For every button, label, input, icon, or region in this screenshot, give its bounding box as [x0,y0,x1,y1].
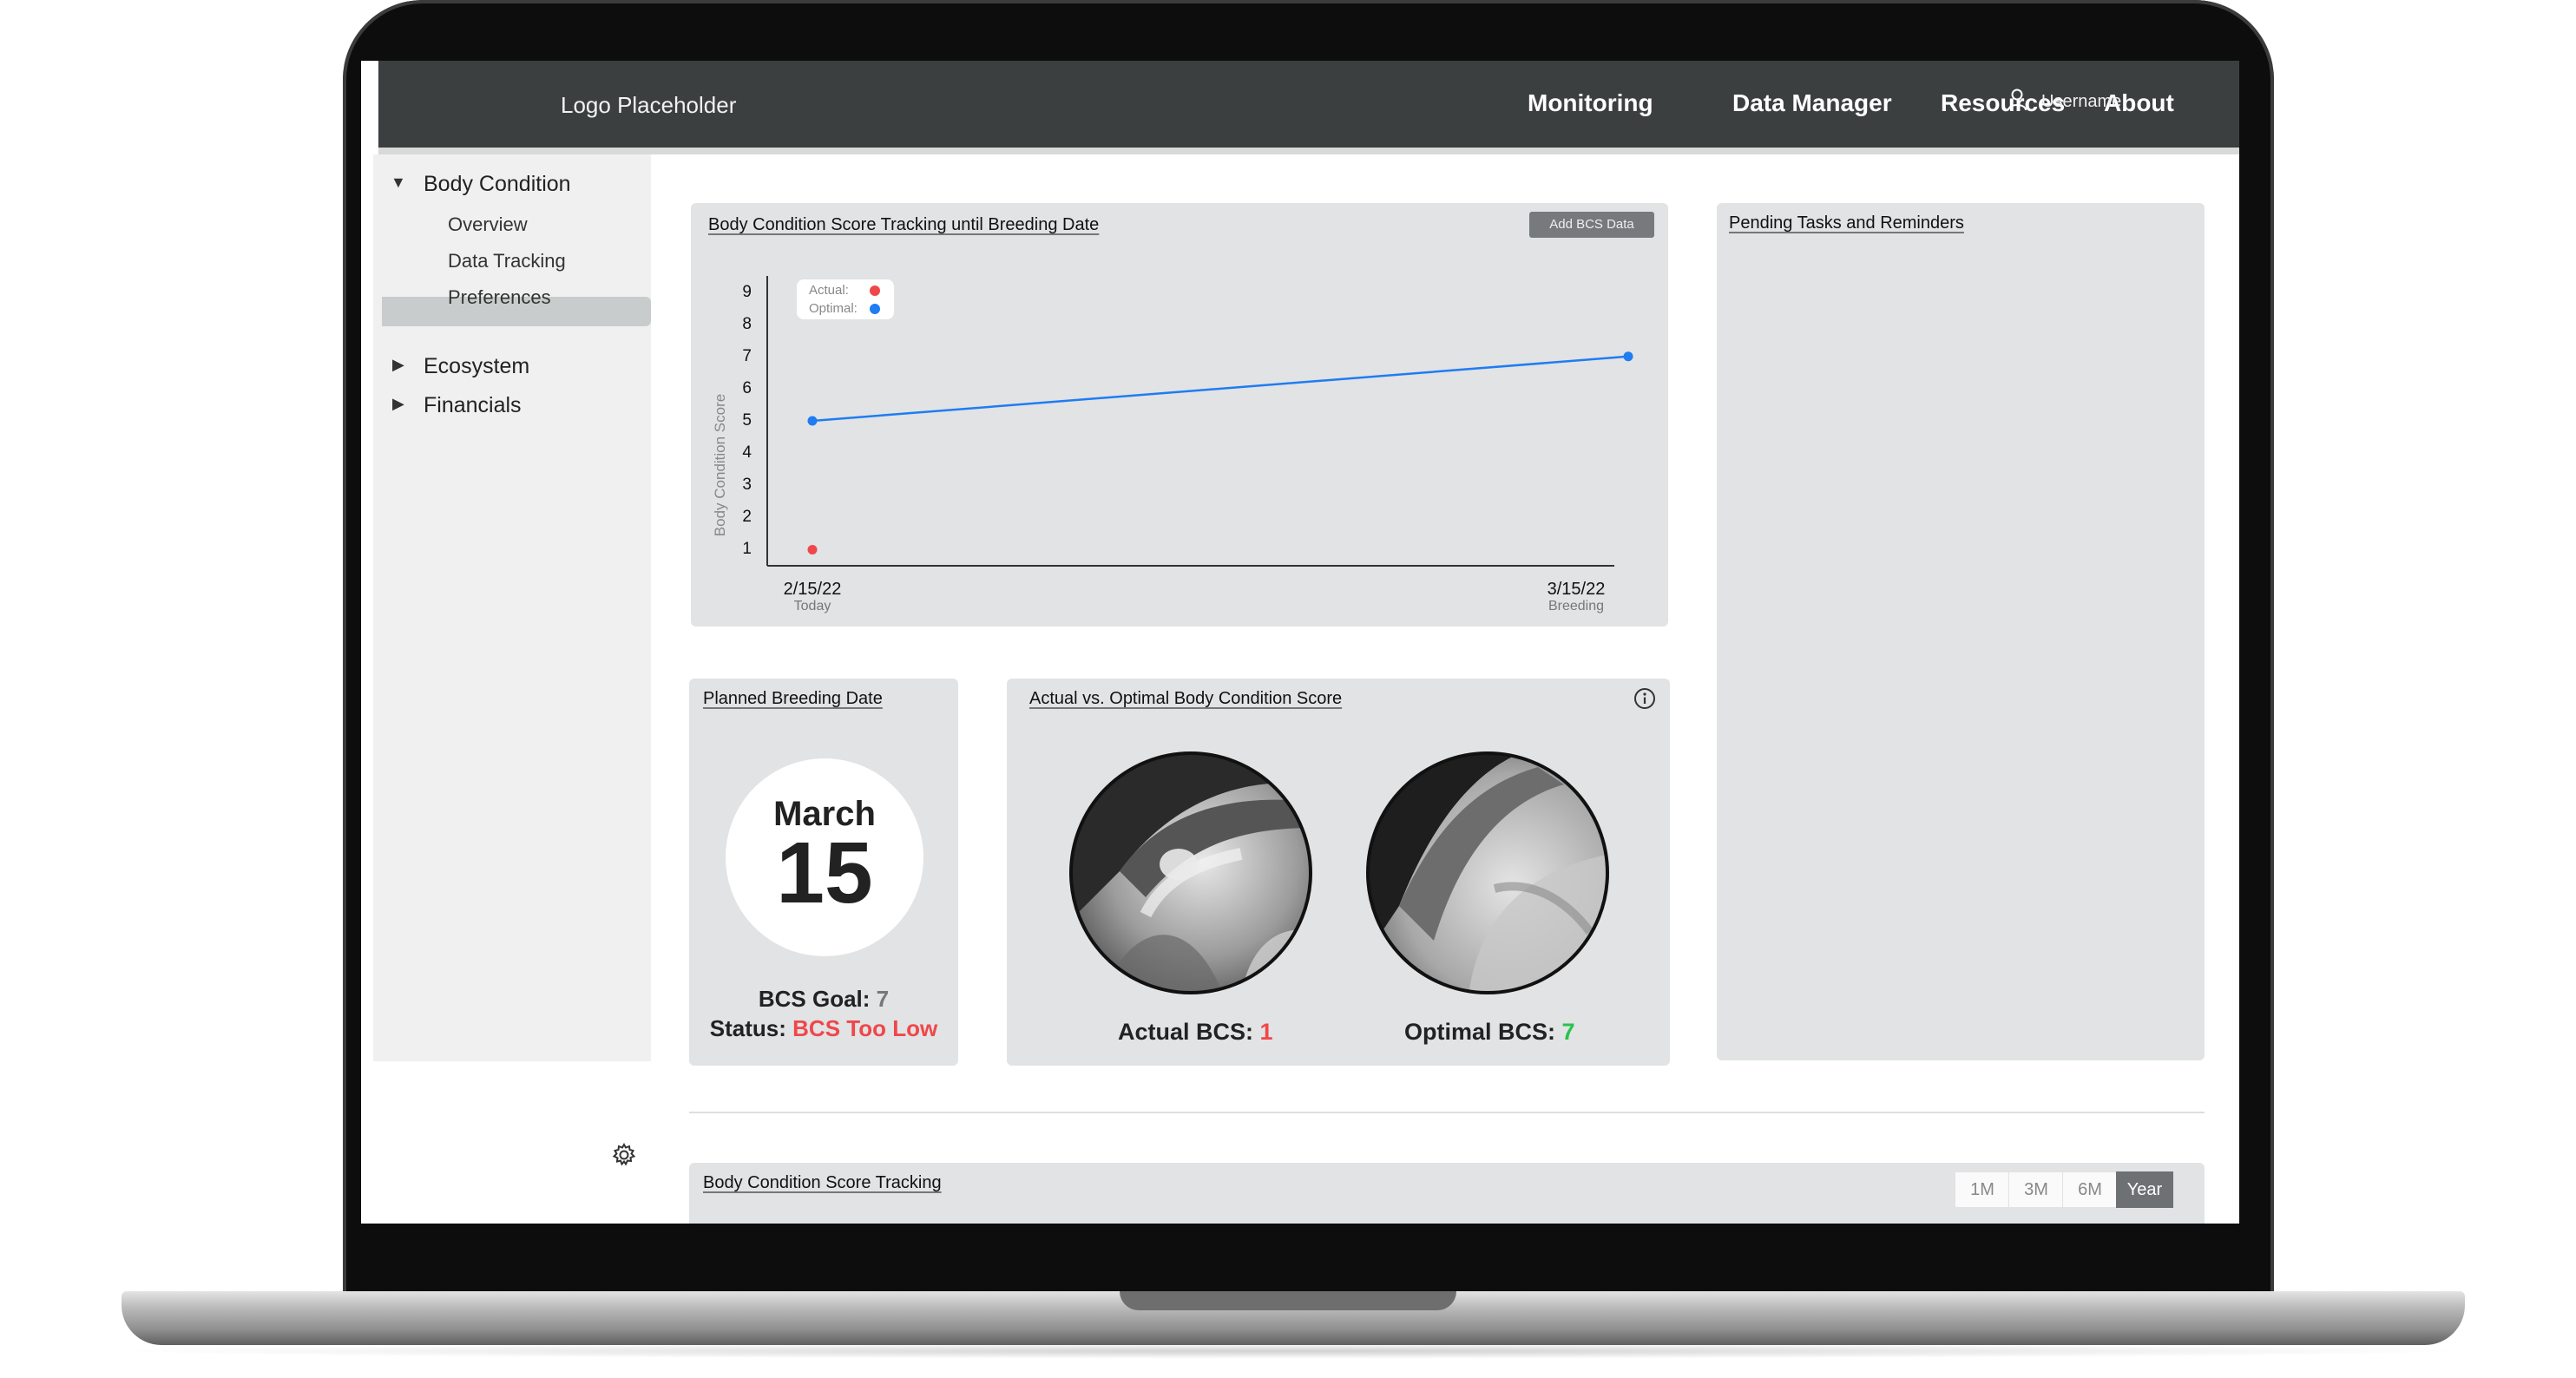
optimal-bcs-label: Optimal BCS: [1404,1019,1556,1045]
bcs-tracking-card: Body Condition Score Tracking until Bree… [691,203,1668,627]
section-divider [689,1112,2205,1113]
card-title: Actual vs. Optimal Body Condition Score [1029,689,1343,708]
y-tick-label: 2 [742,508,752,527]
breeding-day: 15 [776,824,873,922]
legend-optimal-label: Optimal: [809,301,858,316]
username-label[interactable]: Username [2041,92,2122,111]
nav-monitoring[interactable]: Monitoring [1528,89,1653,116]
nav-about[interactable]: About [2104,89,2174,116]
y-tick-label: 7 [742,346,752,365]
sidebar: ▼ Body Condition Overview Data Tracking … [373,154,651,1166]
optimal-bcs-caption: Optimal BCS: 7 [1404,1019,1575,1046]
x-tick-label-breeding: 3/15/22 [1547,580,1606,599]
sidebar-item-data-tracking[interactable]: Data Tracking [448,250,566,272]
legend-actual-label: Actual: [809,283,849,298]
data-point[interactable] [1623,351,1633,362]
user-icon[interactable] [2007,89,2027,111]
card-title: Pending Tasks and Reminders [1729,213,1964,233]
sidebar-active-highlight [382,297,651,326]
chart-plot-area [766,276,1633,567]
y-tick-label: 8 [742,314,752,333]
range-year-button[interactable]: Year [2116,1171,2173,1208]
bcs-goal-value: 7 [876,986,890,1012]
caret-down-icon[interactable]: ▼ [391,174,406,191]
add-bcs-data-button[interactable]: Add BCS Data [1529,212,1654,238]
card-title: Planned Breeding Date [703,689,883,708]
status-label: Status: [709,1015,786,1041]
actual-bcs-caption: Actual BCS: 1 [1118,1019,1273,1046]
laptop-notch [1120,1291,1456,1310]
nav-resources[interactable]: Resources [1941,89,2066,116]
sidebar-section-ecosystem[interactable]: Ecosystem [424,354,530,378]
y-tick-label: 5 [742,411,752,430]
optimal-bcs-value: 7 [1561,1019,1575,1045]
gear-icon[interactable] [611,1142,637,1168]
laptop-shadow [104,1343,2482,1359]
actual-vs-optimal-card: Actual vs. Optimal Body Condition Score [1007,679,1670,1066]
caret-right-icon[interactable]: ▶ [392,395,404,412]
legend-optimal-swatch [870,304,880,314]
pending-tasks-card: Pending Tasks and Reminders [1717,203,2205,1060]
bcs-status-line: Status: BCS Too Low [689,1015,958,1042]
y-tick-label: 1 [742,540,752,559]
card-title: Body Condition Score Tracking [703,1173,942,1192]
app-screen: Logo Placeholder Monitoring Data Manager… [361,61,2239,1224]
sidebar-item-preferences[interactable]: Preferences [448,286,551,308]
bcs-goal-label: BCS Goal: [758,986,871,1012]
range-6m-button[interactable]: 6M [2062,1171,2118,1208]
bcs-history-card: Body Condition Score Tracking [689,1163,2205,1224]
y-tick-label: 3 [742,476,752,495]
y-tick-label: 9 [742,282,752,301]
breeding-month: March [773,795,876,833]
y-tick-label: 6 [742,378,752,397]
top-navbar: Logo Placeholder Monitoring Data Manager… [378,61,2239,154]
actual-bcs-value: 1 [1259,1019,1273,1045]
actual-bcs-label: Actual BCS: [1118,1019,1254,1045]
card-title: Body Condition Score Tracking until Bree… [708,215,1100,234]
nav-data-manager[interactable]: Data Manager [1732,89,1892,116]
status-value: BCS Too Low [792,1015,938,1041]
logo-placeholder[interactable]: Logo Placeholder [561,92,737,118]
optimal-bcs-photo [1366,751,1609,994]
x-tick-label-today: 2/15/22 [783,580,842,599]
series-line [812,355,1629,423]
sidebar-item-overview[interactable]: Overview [448,213,528,235]
date-circle: March 15 [726,758,923,956]
data-point[interactable] [807,544,818,554]
range-3m-button[interactable]: 3M [2008,1171,2064,1208]
actual-bcs-photo [1069,751,1312,994]
bcs-goal-line: BCS Goal: 7 [689,986,958,1013]
sidebar-section-financials[interactable]: Financials [424,393,522,417]
x-tick-sublabel-breeding: Breeding [1548,599,1605,614]
sidebar-section-body-condition[interactable]: Body Condition [424,172,571,196]
data-point[interactable] [807,416,818,426]
legend-actual-swatch [870,285,880,296]
chart-legend: Actual: Optimal: [797,279,894,319]
y-tick-label: 4 [742,443,752,463]
info-icon[interactable] [1633,687,1656,710]
planned-breeding-date-card: Planned Breeding Date March 15 BCS Goal:… [689,679,958,1066]
x-tick-sublabel-today: Today [793,599,831,614]
caret-right-icon[interactable]: ▶ [392,356,404,373]
range-1m-button[interactable]: 1M [1955,1171,2010,1208]
